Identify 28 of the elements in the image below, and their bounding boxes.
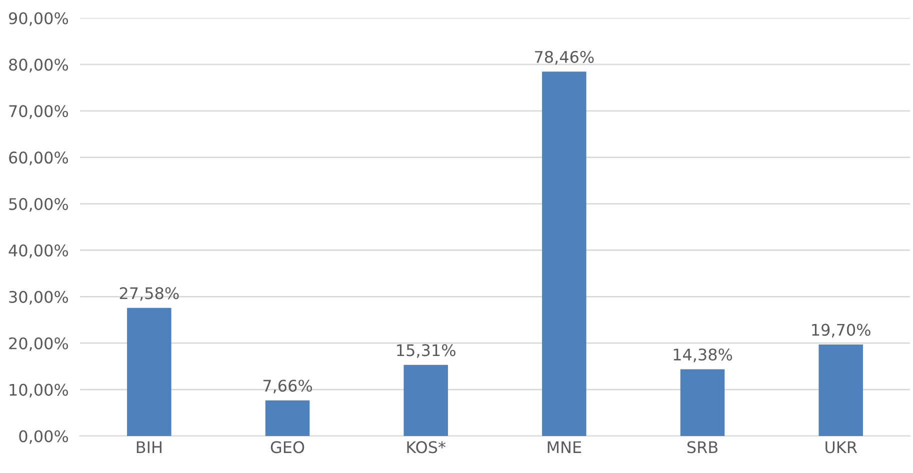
y-tick-label: 70,00% (9, 105, 68, 119)
data-label: 19,70% (812, 324, 870, 338)
y-tick-label: 0,00% (19, 430, 68, 444)
bar (404, 364, 448, 436)
y-tick-label: 60,00% (9, 152, 68, 166)
x-tick-label: UKR (826, 441, 858, 454)
bar (542, 72, 586, 436)
data-label: 78,46% (535, 50, 594, 65)
x-tick-label: SRB (687, 441, 718, 454)
y-tick-label: 30,00% (9, 290, 68, 305)
bar (680, 369, 725, 436)
y-tick-label: 20,00% (9, 337, 68, 352)
y-tick-label: 50,00% (9, 198, 68, 212)
x-tick-label: BIH (136, 441, 162, 453)
x-tick-label: MNE (548, 441, 582, 453)
bar (265, 400, 310, 436)
bar (818, 344, 863, 436)
bar (127, 308, 172, 436)
data-label: 7,66% (263, 380, 312, 394)
x-tick-label: GEO (270, 441, 304, 454)
data-label: 27,58% (120, 287, 179, 301)
y-tick-label: 90,00% (8, 12, 68, 26)
data-label: 14,38% (674, 348, 732, 362)
y-tick-label: 10,00% (10, 384, 68, 398)
y-tick-label: 40,00% (8, 244, 68, 258)
x-tick-label: KOS* (407, 441, 446, 454)
y-tick-label: 80,00% (9, 58, 68, 72)
data-label: 15,31% (397, 344, 456, 358)
